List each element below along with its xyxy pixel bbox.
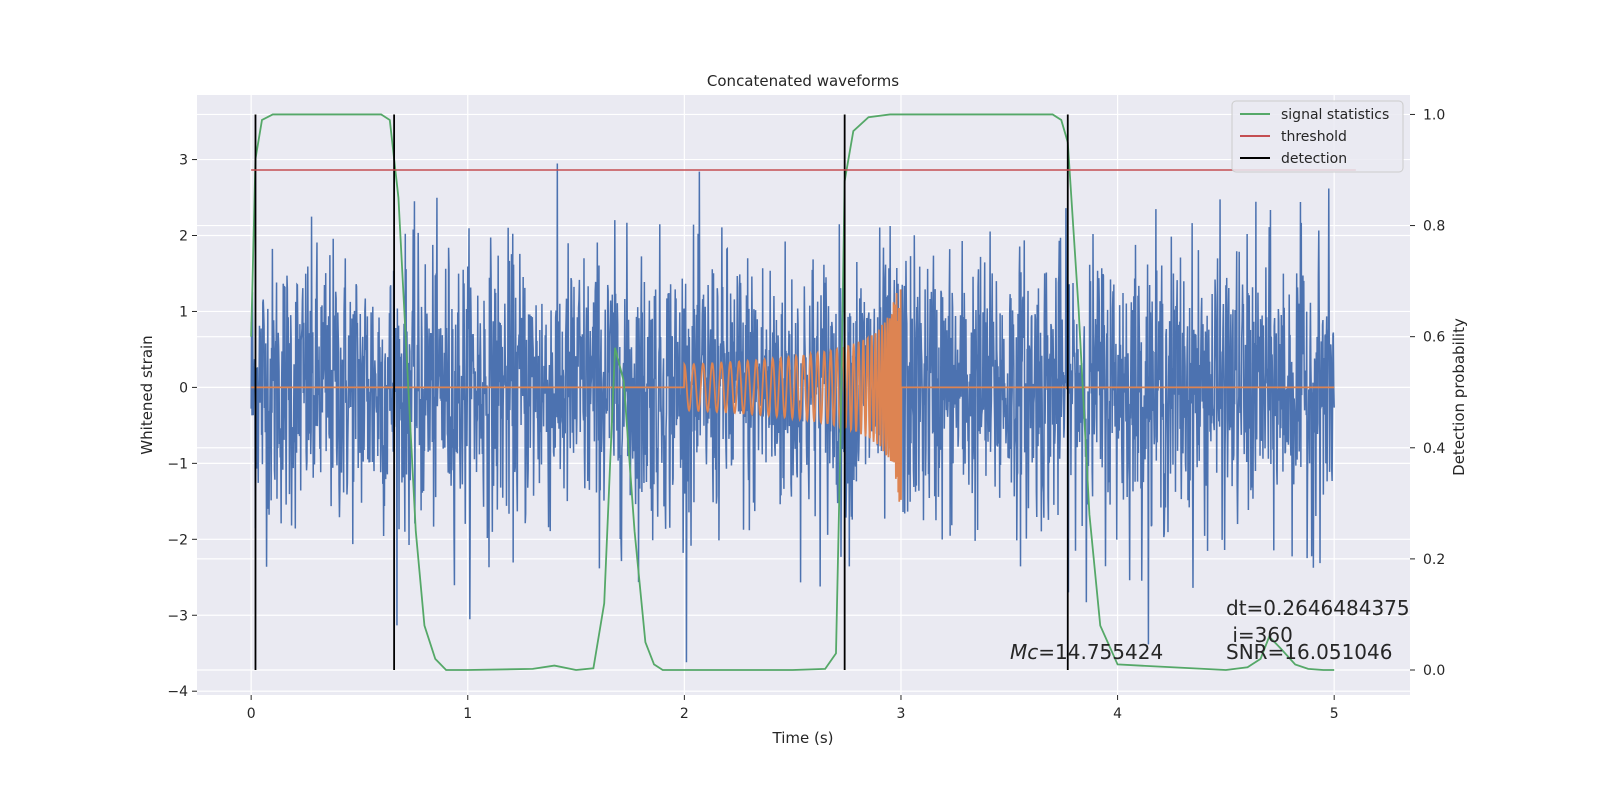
y2-axis-ticks: 0.0 0.2 0.4 0.6 0.8 1.0 [1410,107,1445,679]
legend-label-detection: detection [1281,151,1347,167]
x-axis-label: Time (s) [772,729,834,747]
chart-title: Concatenated waveforms [707,72,899,90]
y-tick-label: 0 [179,380,188,396]
legend: signal statistics threshold detection [1231,100,1404,173]
y2-tick-label: 1.0 [1423,107,1445,123]
detection-lines [254,114,1069,670]
x-tick-label: 3 [897,706,906,722]
chirp-mass-annotation: Mc=14.755424 [1010,640,1163,664]
y-tick-label: 2 [179,229,188,245]
x-axis-ticks: 0 1 2 3 4 5 [247,695,1339,722]
snr-annotation: SNR=16.051046 [1226,640,1392,664]
index-annotation: i=360 [1226,623,1293,647]
y2-tick-label: 0.4 [1423,441,1445,457]
plot-area [250,113,1335,671]
signal-statistics-line [250,113,1335,671]
y2-tick-label: 0.8 [1423,219,1445,235]
noise-strain-line [250,163,1335,663]
y-axis-label: Whitened strain [138,335,156,454]
y2-axis-label: Detection probability [1450,318,1468,476]
y2-tick-label: 0.2 [1423,552,1445,568]
x-tick-label: 2 [680,706,689,722]
dt-annotation: dt=0.2646484375 [1226,596,1410,620]
x-tick-label: 1 [463,706,472,722]
x-tick-label: 0 [247,706,256,722]
y-tick-label: −2 [167,532,188,548]
legend-label-signal-statistics: signal statistics [1281,107,1389,123]
y-tick-label: −3 [167,608,188,624]
y-tick-label: 1 [179,304,188,320]
y-axis-ticks: −4 −3 −2 −1 0 1 2 3 [167,153,197,700]
y-tick-label: −4 [167,684,188,700]
y2-tick-label: 0.6 [1423,330,1445,346]
legend-label-threshold: threshold [1281,129,1347,145]
y-tick-label: 3 [179,153,188,169]
x-tick-label: 4 [1113,706,1122,722]
x-tick-label: 5 [1330,706,1339,722]
legend-box [1231,100,1404,173]
y-tick-label: −1 [167,456,188,472]
y2-tick-label: 0.0 [1423,663,1445,679]
template-waveform-line [251,289,1335,502]
